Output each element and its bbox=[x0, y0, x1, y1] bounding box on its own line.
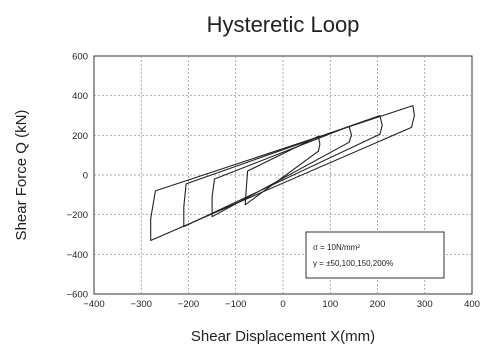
legend-strain: γ = ±50,100,150,200% bbox=[313, 259, 393, 268]
x-tick-label: 100 bbox=[322, 299, 338, 310]
y-tick-label: 400 bbox=[72, 91, 88, 102]
y-tick-label: −600 bbox=[67, 290, 88, 301]
hysteresis-loop bbox=[244, 135, 321, 206]
x-tick-label: −100 bbox=[225, 299, 246, 310]
x-tick-label: −400 bbox=[83, 299, 104, 310]
x-tick-label: −300 bbox=[131, 299, 152, 310]
x-axis-label: Shear Displacement X(mm) bbox=[191, 328, 375, 345]
x-tick-label: 0 bbox=[280, 299, 285, 310]
chart-title: Hysteretic Loop bbox=[207, 12, 360, 37]
legend-box: σ = 10N/mm² γ = ±50,100,150,200% bbox=[305, 231, 445, 279]
y-tick-label: −400 bbox=[67, 250, 88, 261]
x-tick-label: 300 bbox=[417, 299, 433, 310]
x-tick-labels: −400 −300 −200 −100 0 100 200 300 400 bbox=[83, 299, 480, 310]
y-tick-label: 600 bbox=[72, 52, 88, 63]
hysteresis-loop bbox=[150, 105, 415, 242]
grid-lines bbox=[94, 56, 472, 294]
x-tick-label: −200 bbox=[178, 299, 199, 310]
x-tick-label: 400 bbox=[464, 299, 480, 310]
y-tick-label: 0 bbox=[83, 171, 88, 182]
y-tick-labels: 600 400 200 0 −200 −400 −600 bbox=[67, 52, 88, 301]
y-axis-label: Shear Force Q (kN) bbox=[13, 110, 30, 241]
legend-stress: σ = 10N/mm² bbox=[313, 243, 360, 252]
hysteresis-loops bbox=[150, 105, 415, 242]
x-tick-label: 200 bbox=[370, 299, 386, 310]
y-tick-label: −200 bbox=[67, 210, 88, 221]
hysteresis-loop bbox=[183, 114, 383, 228]
y-tick-label: 200 bbox=[72, 131, 88, 142]
